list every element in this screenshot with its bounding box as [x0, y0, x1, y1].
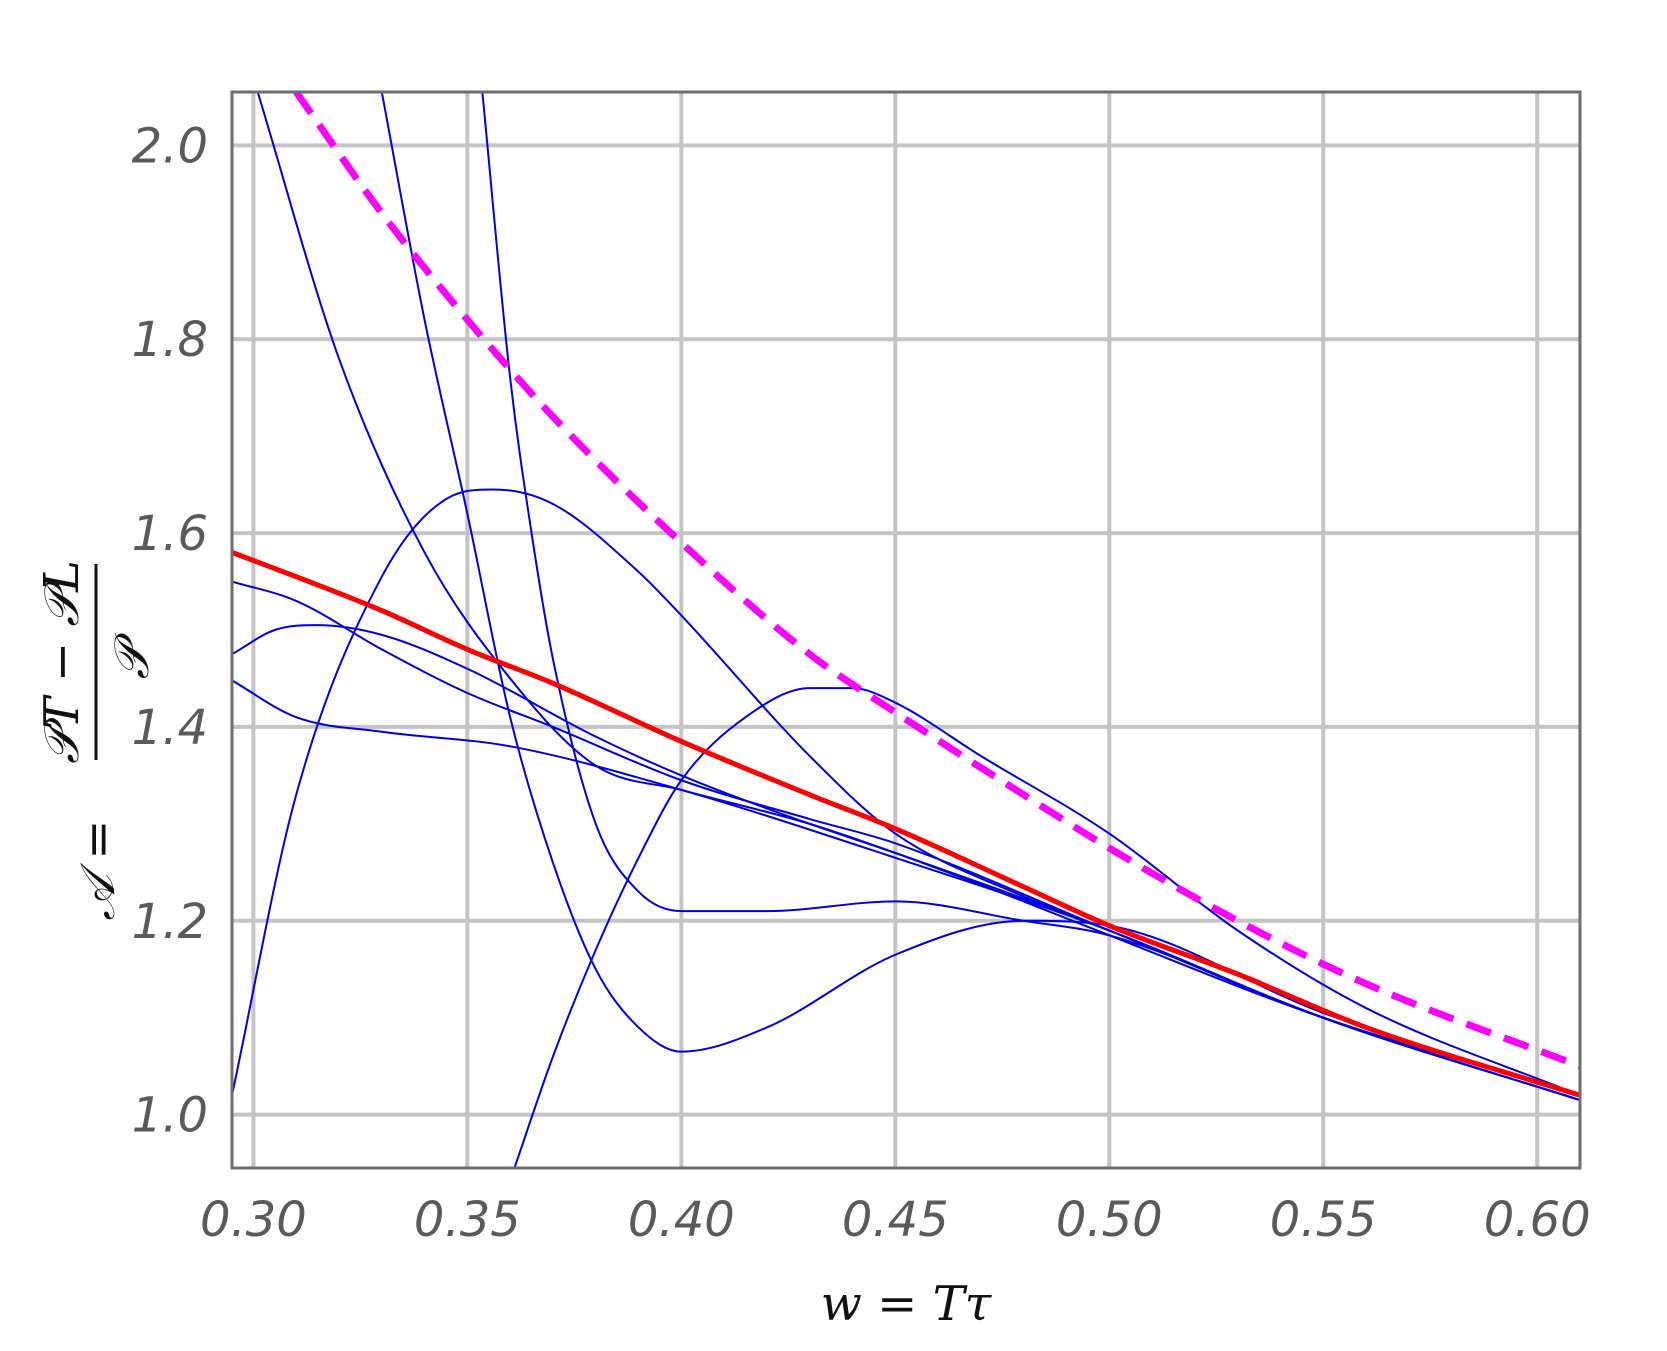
x-tick-label: 0.60	[1484, 1192, 1591, 1248]
y-tick-label: 1.8	[132, 312, 208, 368]
y-axis-label-denominator: 𝒫	[104, 632, 160, 679]
x-tick-label: 0.45	[842, 1192, 949, 1248]
plot-frame	[230, 90, 1582, 1170]
x-tick-label: 0.40	[628, 1192, 735, 1248]
series-line-reference	[232, 550, 1580, 1098]
tick-labels: 0.30 0.35 0.40 0.45 0.50 0.55 0.60 1.0 1.2 1.4 1.6…	[132, 118, 1591, 1248]
series-line-truncation	[232, 624, 1580, 1102]
y-tick-label: 1.0	[132, 1088, 208, 1144]
y-tick-label: 1.4	[132, 700, 208, 756]
grid	[232, 92, 1580, 1168]
x-tick-label: 0.35	[414, 1192, 521, 1248]
series-line-truncation	[256, 92, 1580, 1097]
x-axis-label: w = Tτ	[821, 1276, 993, 1332]
series-line-truncation	[481, 92, 1580, 1097]
series-line-dashed	[293, 92, 1580, 1070]
y-tick-label: 1.2	[132, 894, 208, 950]
y-axis-label-lhs: 𝒜 =	[70, 820, 126, 921]
series-line-truncation	[380, 92, 1580, 1097]
x-tick-label: 0.30	[200, 1192, 307, 1248]
series-group	[232, 92, 1580, 1168]
series-line-truncation	[513, 687, 1580, 1168]
y-axis-label-numerator: 𝒫T − 𝒫L	[34, 560, 90, 764]
series-line-truncation	[232, 488, 1580, 1102]
x-tick-label: 0.50	[1056, 1192, 1163, 1248]
y-tick-label: 2.0	[132, 118, 208, 174]
y-tick-label: 1.6	[132, 506, 208, 562]
x-tick-label: 0.55	[1270, 1192, 1377, 1248]
